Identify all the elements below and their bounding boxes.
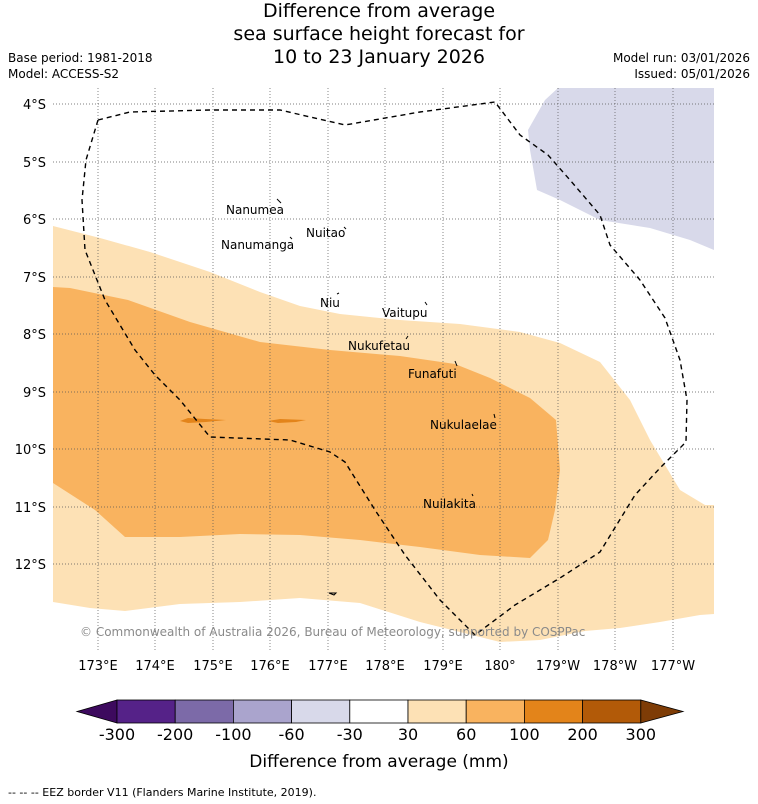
eez-border	[81, 101, 688, 636]
anomaly-region-100-200-b	[268, 419, 306, 423]
lat-label: 4°S	[23, 98, 46, 113]
island-mark-reef	[328, 592, 338, 596]
colorbar-swatch	[582, 699, 642, 724]
lat-label: 9°S	[23, 386, 46, 401]
colorbar-swatch	[465, 699, 525, 724]
title-line-2: sea surface height forecast for	[233, 23, 525, 45]
lon-label: 176°E	[250, 659, 290, 674]
lat-label: 7°S	[23, 271, 46, 286]
lat-label: 5°S	[23, 156, 46, 171]
island-label-vaitupu: Vaitupu	[382, 306, 428, 320]
island-label-nanumea: Nanumea	[226, 203, 284, 217]
colorbar-tick-label: 30	[398, 725, 418, 744]
lon-label: 178°E	[365, 659, 405, 674]
colorbar-tick-label: 300	[626, 725, 657, 744]
island-mark-nuilakita	[471, 493, 474, 497]
colorbar-swatch	[524, 699, 584, 724]
colorbar-tick-label: -100	[215, 725, 251, 744]
island-label-nuitao: Nuitao	[306, 226, 345, 240]
island-mark-nanumanga	[289, 236, 293, 240]
lon-label: 179°E	[423, 659, 463, 674]
island-label-nukulaelae: Nukulaelae	[430, 418, 497, 432]
latitude-labels: 4°S 5°S 6°S 7°S 8°S 9°S 10°S 11°S 12°S	[15, 98, 46, 573]
map-gridlines	[53, 88, 714, 650]
island-mark-niu	[336, 292, 340, 295]
island-mark-vaitupu	[424, 301, 428, 306]
lat-label: 10°S	[15, 443, 46, 458]
colorbar-tick-label: -200	[157, 725, 193, 744]
island-label-nanumanga: Nanumanga	[221, 238, 294, 252]
title-line-1: Difference from average	[262, 0, 496, 22]
colorbar-tick-label: 100	[509, 725, 540, 744]
lon-label: 177°E	[308, 659, 348, 674]
colorbar-max-extension	[640, 699, 685, 724]
lat-label: 12°S	[15, 558, 46, 573]
island-mark-nanumea	[276, 198, 282, 204]
colorbar-tick-label: -300	[99, 725, 135, 744]
colorbar-tick-label: -60	[279, 725, 305, 744]
colorbar-swatch	[349, 699, 409, 724]
colorbar-swatch	[291, 699, 351, 724]
map-title: Difference from average sea surface heig…	[0, 0, 758, 69]
island-label-funafuti: Funafuti	[408, 367, 457, 381]
lat-label: 8°S	[23, 328, 46, 343]
colorbar-tick-label: -30	[337, 725, 363, 744]
lon-label: 173°E	[78, 659, 118, 674]
meta-right: Model run: 03/01/2026 Issued: 05/01/2026	[613, 50, 750, 82]
anomaly-region-negative	[528, 88, 714, 250]
colorbar-swatch	[407, 699, 467, 724]
copyright-notice: © Commonwealth of Australia 2026, Bureau…	[80, 625, 585, 639]
model-run: Model run: 03/01/2026	[612, 51, 750, 65]
title-line-3: 10 to 23 January 2026	[273, 46, 485, 68]
longitude-labels: 173°E 174°E 175°E 176°E 177°E 178°E 179°E 180° 1…	[78, 659, 695, 674]
colorbar-swatch	[116, 699, 176, 724]
colorbar-tick-label: 60	[456, 725, 476, 744]
colorbar-label: Difference from average (mm)	[249, 752, 508, 772]
colorbar-min-extension	[75, 699, 118, 724]
lat-label: 6°S	[23, 213, 46, 228]
colorbar-swatch	[232, 699, 292, 724]
island-mark-nukulaelae	[493, 413, 496, 419]
map-area	[53, 88, 714, 650]
island-label-nuilakita: Nuilakita	[423, 497, 476, 511]
issued-date: Issued: 05/01/2026	[634, 67, 750, 81]
island-mark-funafuti	[454, 360, 458, 367]
meta-left: Base period: 1981-2018 Model: ACCESS-S2	[8, 50, 153, 82]
lon-label: 177°W	[651, 659, 695, 674]
lon-label: 180°	[484, 659, 515, 674]
colorbar: -300 -200 -100 -60 -30 30 60 100 200 300	[75, 699, 685, 744]
lon-label: 179°W	[536, 659, 580, 674]
anomaly-region-100-200-a	[180, 418, 226, 423]
anomaly-region-60-100	[53, 287, 560, 558]
base-period: Base period: 1981-2018	[8, 51, 153, 65]
colorbar-swatch	[174, 699, 234, 724]
lat-label: 11°S	[15, 501, 46, 516]
eez-footnote: -- -- -- EEZ border V11 (Flanders Marine…	[8, 786, 317, 799]
colorbar-tick-label: 200	[567, 725, 598, 744]
island-mark-nuitao	[343, 226, 347, 230]
lon-label: 175°E	[193, 659, 233, 674]
island-label-nukufetau: Nukufetau	[348, 339, 410, 353]
island-mark-nukufetau	[405, 335, 409, 340]
model-name: Model: ACCESS-S2	[8, 67, 120, 81]
islands-layer: Nanumea Nuitao Nanumanga Niu Vaitupu Nuk…	[221, 198, 497, 596]
lon-label: 174°E	[135, 659, 175, 674]
lon-label: 178°W	[593, 659, 637, 674]
island-label-niu: Niu	[320, 296, 340, 310]
